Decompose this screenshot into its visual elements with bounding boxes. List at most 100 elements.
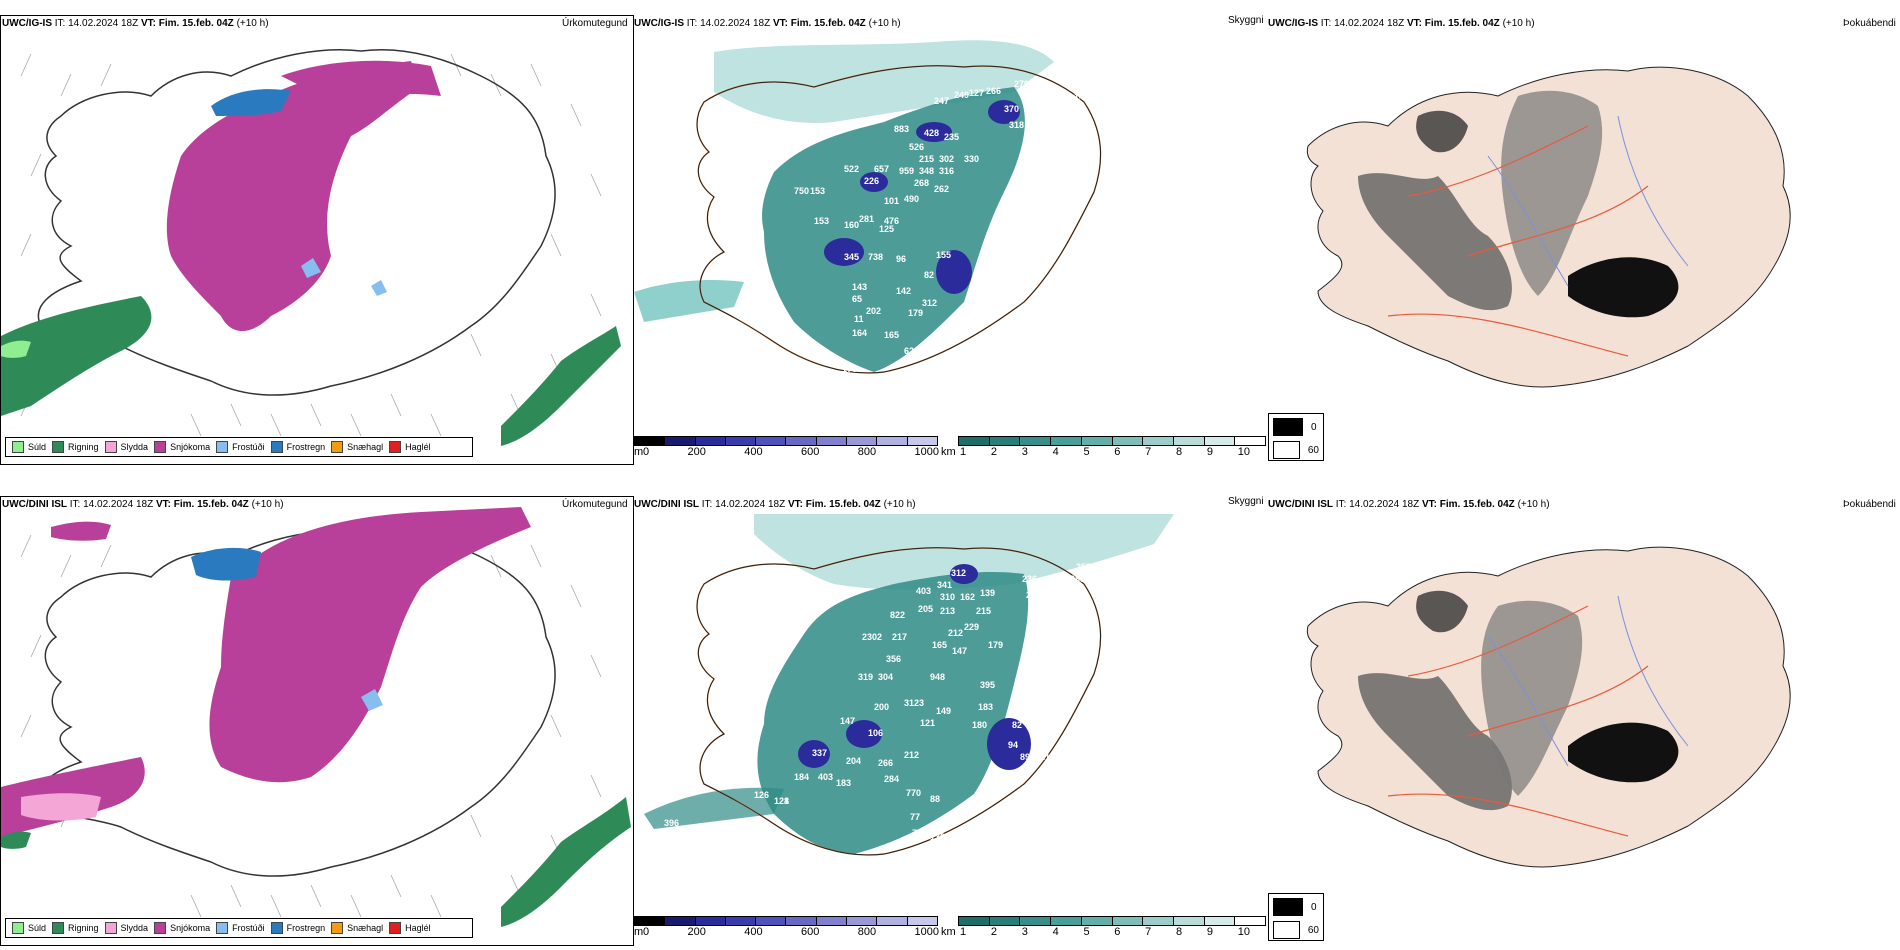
- fog-header-top: UWC/IG-IS IT: 14.02.2024 18Z VT: Fim. 15…: [1268, 18, 1535, 29]
- legend-label: 0: [1311, 421, 1317, 433]
- ceiling-ticks-top: 0 200 400 600 800 1000: [643, 446, 939, 458]
- ceiling-label: 76: [912, 828, 922, 838]
- ceiling-label: 147: [1074, 92, 1089, 102]
- legend-swatch: [1273, 441, 1300, 459]
- ceiling-label: 138: [930, 832, 945, 842]
- ceiling-label: 337: [812, 748, 827, 758]
- freezing-drizzle-area: [361, 689, 383, 711]
- legend-label: 0: [1311, 901, 1317, 913]
- fog-header-bottom: UWC/DINI ISL IT: 14.02.2024 18Z VT: Fim.…: [1268, 499, 1550, 510]
- ceiling-label: 948: [930, 672, 945, 682]
- legend-label: Snjókoma: [170, 442, 211, 452]
- iceland-outline: [37, 48, 556, 396]
- ceiling-label: 255: [1076, 562, 1091, 572]
- ceiling-label: 2302: [862, 632, 882, 642]
- precip-map-svg: [1, 507, 631, 927]
- legend-label: Snæhagl: [347, 923, 384, 933]
- ceiling-label: 396: [664, 818, 679, 828]
- ceiling-label: 106: [868, 728, 883, 738]
- ceiling-label: 348: [919, 166, 934, 176]
- precip-title-top: Úrkomutegund: [562, 18, 628, 29]
- tick-label: 1: [960, 926, 967, 938]
- ceiling-label: 215: [919, 154, 934, 164]
- ceiling-label: 180: [972, 720, 987, 730]
- ceiling-label: 126: [754, 790, 769, 800]
- ceiling-label: 403: [916, 586, 931, 596]
- ceiling-label: 176: [842, 364, 857, 374]
- init-time: IT: 14.02.2024 18Z: [69, 499, 154, 510]
- legend-item: Frostregn: [270, 441, 325, 453]
- ceiling-label: 356: [886, 654, 901, 664]
- snow-area-north: [281, 60, 441, 101]
- fog-legend-row: 0: [1273, 417, 1319, 437]
- lead-time: (+10 h): [236, 18, 269, 29]
- legend-swatch: [12, 441, 24, 453]
- ceiling-header-bottom: UWC/DINI ISL IT: 14.02.2024 18Z VT: Fim.…: [634, 499, 916, 510]
- lead-time: (+10 h): [1517, 499, 1550, 510]
- legend-item: Frostúði: [216, 441, 265, 453]
- legend-label: 60: [1307, 924, 1319, 936]
- precip-map-top[interactable]: Súld Rigning Slydda Snjókoma Frostúði Fr…: [0, 15, 634, 465]
- tick-label: 5: [1083, 446, 1090, 458]
- ceiling-label: 142: [896, 286, 911, 296]
- tick-label: 3: [1021, 926, 1028, 938]
- ceiling-label: 162: [960, 592, 975, 602]
- ceiling-label: 226: [864, 176, 879, 186]
- init-time: IT: 14.02.2024 18Z: [1320, 18, 1405, 29]
- ceiling-header-top: UWC/IG-IS IT: 14.02.2024 18Z VT: Fim. 15…: [634, 18, 901, 29]
- ceiling-label: 750: [794, 186, 809, 196]
- legend-swatch: [270, 922, 283, 934]
- ceiling-label: 160: [844, 220, 859, 230]
- ceiling-label: 101: [884, 196, 899, 206]
- legend-swatch: [52, 922, 65, 934]
- fog-area-northwest: [1416, 590, 1468, 633]
- precip-map-bottom[interactable]: Súld Rigning Slydda Snjókoma Frostúði Fr…: [0, 496, 634, 946]
- vt-label: VT:: [1421, 499, 1437, 510]
- tick-label: 200: [687, 926, 706, 938]
- visibility-field-west: [644, 787, 784, 829]
- ceiling-label: 236: [1022, 574, 1037, 584]
- ceiling-label: 515: [1052, 302, 1067, 312]
- ceiling-map-top[interactable]: 85 279 147 247 249 127 266 370 883 428 2…: [634, 32, 1254, 432]
- ceiling-label: 153: [814, 216, 829, 226]
- tick-label: 1000: [914, 926, 939, 938]
- tick-label: 5: [1083, 926, 1090, 938]
- tick-label: 600: [801, 926, 820, 938]
- lead-time: (+10 h): [1502, 18, 1535, 29]
- lead-time: (+10 h): [883, 499, 916, 510]
- legend-swatch: [154, 441, 167, 453]
- fog-map-bottom[interactable]: [1268, 516, 1868, 896]
- rain-area-west: [1, 831, 31, 849]
- ceiling-label: 155: [936, 250, 951, 260]
- vt-label: VT:: [772, 18, 788, 29]
- ceiling-map-bottom[interactable]: 312 341 255 236 283 292 247 403 310 162 …: [634, 514, 1254, 914]
- ceiling-label: 395: [980, 680, 995, 690]
- legend-item: Frostúði: [216, 922, 265, 934]
- fog-map-top[interactable]: [1268, 36, 1868, 416]
- ceiling-label: 266: [986, 86, 1001, 96]
- ceiling-unit: m: [634, 926, 644, 938]
- valid-time: Fim. 15.feb. 04Z: [790, 18, 866, 29]
- freezing-rain-area: [191, 547, 261, 581]
- tick-label: 7: [1145, 446, 1152, 458]
- ceiling-label: 319: [858, 672, 873, 682]
- low-ceiling-patches: [824, 100, 1020, 294]
- tick-label: 10: [1237, 926, 1250, 938]
- legend-item: Snjókoma: [154, 922, 210, 934]
- ceiling-label: 345: [844, 252, 859, 262]
- legend-item: Rigning: [52, 441, 99, 453]
- precip-map-svg: [1, 48, 621, 446]
- lead-time: (+10 h): [868, 18, 901, 29]
- iceland-outline: [696, 547, 1102, 856]
- ceiling-label: 121: [920, 718, 935, 728]
- legend-swatch: [52, 441, 65, 453]
- ceiling-label: 164: [852, 328, 867, 338]
- legend-item: Haglél: [389, 922, 431, 934]
- legend-swatch: [104, 441, 117, 453]
- ceiling-label: 490: [904, 194, 919, 204]
- fog-legend-row: 0: [1273, 897, 1319, 917]
- ceiling-label: 65: [852, 294, 862, 304]
- fog-map-svg: [1306, 66, 1791, 388]
- ceiling-label: 266: [878, 758, 893, 768]
- ceiling-label: 179: [988, 640, 1003, 650]
